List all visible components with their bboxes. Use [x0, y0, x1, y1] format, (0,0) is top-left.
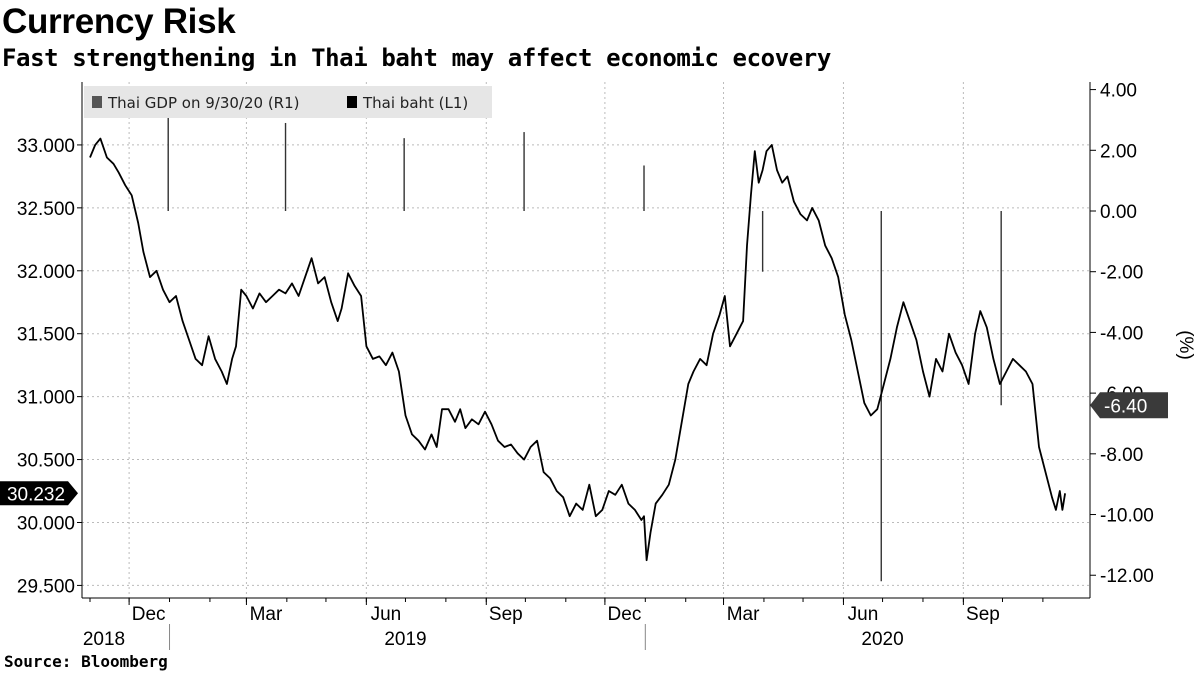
baht-line: [89, 137, 1066, 562]
left-tick-label: 30.500: [17, 451, 75, 472]
left-tick-label: 33.000: [17, 136, 75, 157]
month-tick-label: Sep: [489, 604, 523, 625]
source-note: Source: Bloomberg: [4, 652, 168, 671]
last-value-tag-baht: [0, 481, 78, 506]
month-tick-label: Mar: [250, 604, 283, 625]
last-value-gdp: -6.40: [1104, 396, 1147, 417]
last-value-tag-gdp: [1090, 392, 1168, 419]
legend-swatch-gdp: [92, 96, 102, 108]
left-tick-label: 29.500: [17, 576, 75, 597]
left-tick-label: 32.500: [17, 199, 75, 220]
month-tick-label: Sep: [966, 604, 1000, 625]
legend-label-baht: Thai baht (L1): [362, 94, 468, 112]
right-tick-label: -4.00: [1100, 323, 1143, 344]
legend: Thai GDP on 9/30/20 (R1) Thai baht (L1): [84, 86, 492, 118]
axis-labels: 33.000 32.500 32.000 31.500 31.000 30.500 30.0…: [0, 81, 1196, 650]
right-tick-label: -2.00: [1100, 263, 1143, 284]
right-tick-label: -8.00: [1100, 445, 1143, 466]
year-label: 2018: [83, 629, 125, 650]
month-tick-label: Dec: [608, 604, 642, 625]
month-tick-label: Jun: [371, 604, 402, 625]
chart-subtitle: Fast strengthening in Thai baht may affe…: [2, 44, 831, 72]
month-tick-label: Mar: [727, 604, 760, 625]
year-label: 2019: [384, 629, 426, 650]
month-tick-label: Dec: [132, 604, 166, 625]
left-tick-label: 32.000: [17, 262, 75, 283]
last-value-baht: 30.232: [7, 484, 65, 505]
month-tick-label: Jun: [848, 604, 879, 625]
right-axis-unit-label: (%): [1175, 330, 1196, 360]
right-tick-label: 0.00: [1100, 202, 1137, 223]
left-tick-label: 31.000: [17, 388, 75, 409]
legend-background: [84, 86, 492, 118]
year-label: 2020: [861, 629, 903, 650]
chart-title: Currency Risk: [2, 2, 236, 41]
legend-swatch-baht: [347, 96, 357, 108]
axes: [77, 82, 1096, 650]
grid-lines: [82, 82, 1090, 598]
right-tick-label: -12.00: [1100, 566, 1154, 587]
left-tick-label: 31.500: [17, 325, 75, 346]
right-tick-label: -10.00: [1100, 506, 1154, 527]
right-tick-label: 4.00: [1100, 81, 1137, 102]
right-tick-label: 2.00: [1100, 141, 1137, 162]
legend-label-gdp: Thai GDP on 9/30/20 (R1): [107, 94, 300, 112]
gdp-bars: [167, 95, 1002, 582]
left-tick-label: 30.000: [17, 513, 75, 534]
